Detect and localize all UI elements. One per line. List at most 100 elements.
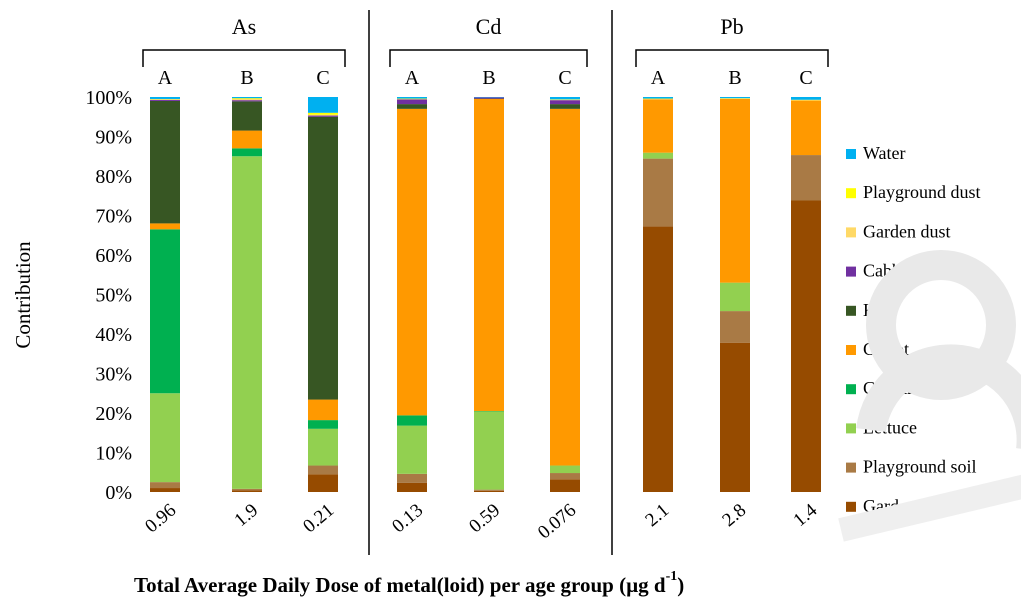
bar-segment-as-c-playground-dust bbox=[308, 112, 338, 115]
bar-segment-cd-c-cabbage bbox=[550, 100, 580, 105]
x-axis-title-close: ) bbox=[677, 573, 684, 597]
y-tick-label: 80% bbox=[95, 166, 132, 188]
legend-label-cilantro: Cilantro bbox=[863, 378, 922, 398]
x-tick-label-cd-c: 0.076 bbox=[534, 500, 580, 544]
bar-segment-as-a-playground-soil bbox=[150, 482, 180, 489]
group-label-pb-c: C bbox=[799, 67, 812, 89]
bracket-pb bbox=[635, 49, 829, 67]
bar-segment-cd-c-water bbox=[550, 97, 580, 100]
legend-swatch-cilantro bbox=[846, 384, 856, 395]
y-tick-label: 90% bbox=[95, 127, 132, 149]
x-tick-label-as-c: 0.21 bbox=[299, 500, 338, 537]
legend-swatch-cabbage bbox=[846, 266, 856, 277]
bar-segment-pb-b-playground-soil bbox=[720, 311, 750, 343]
bar-segment-cd-b-playground-soil bbox=[474, 489, 504, 491]
group-label-as-a: A bbox=[158, 67, 173, 89]
legend-label-garden-dust: Garden dust bbox=[863, 221, 950, 241]
bar-segment-as-b-carrot bbox=[232, 130, 262, 149]
bar-segment-as-b-playground-soil bbox=[232, 488, 262, 491]
bar-segment-as-c-cabbage bbox=[308, 115, 338, 117]
x-tick-label-pb-b: 2.8 bbox=[719, 500, 751, 531]
bracket-cd bbox=[389, 49, 588, 67]
bar-segment-cd-a-playground-soil bbox=[397, 473, 427, 483]
bar-segment-pb-a-garden-soil bbox=[643, 226, 673, 492]
x-tick-label-cd-b: 0.59 bbox=[465, 500, 504, 537]
bar-segment-as-c-garden-dust bbox=[308, 114, 338, 116]
bar-segment-pb-b-lettuce bbox=[720, 282, 750, 312]
bars bbox=[150, 97, 821, 493]
legend-label-garden-soil: Garden soil bbox=[863, 496, 946, 516]
x-axis-title: Total Average Daily Dose of metal(loid) … bbox=[134, 569, 684, 597]
legend-swatch-kale bbox=[846, 305, 856, 316]
bar-segment-pb-c-garden-soil bbox=[791, 200, 821, 493]
bar-segment-as-b-playground-dust bbox=[232, 98, 262, 99]
y-tick-label: 40% bbox=[95, 324, 132, 346]
bar-segment-as-a-cabbage bbox=[150, 99, 180, 101]
bar-segment-cd-c-lettuce bbox=[550, 465, 580, 474]
panel-title-cd: Cd bbox=[476, 14, 502, 39]
legend-swatch-garden-dust bbox=[846, 227, 856, 238]
bar-segment-cd-a-kale bbox=[397, 104, 427, 109]
bar-segment-pb-a-carrot bbox=[643, 99, 673, 153]
bar-segment-as-c-playground-soil bbox=[308, 465, 338, 475]
legend-swatch-carrot bbox=[846, 345, 856, 355]
y-axis: 0% 10% 20% 30% 40% 50% 60% 70% 80% 90% 100% bbox=[85, 87, 132, 504]
bar-segment-as-c-garden-soil bbox=[308, 474, 338, 492]
bar-segment-as-b-kale bbox=[232, 101, 262, 131]
panel-dividers bbox=[368, 10, 613, 555]
x-tick-label-as-b: 1.9 bbox=[231, 500, 263, 531]
y-tick-label: 50% bbox=[95, 285, 132, 307]
y-tick-label: 100% bbox=[85, 87, 132, 109]
bar-segment-pb-b-water bbox=[720, 97, 750, 99]
x-tick-labels: 0.96 1.9 0.21 0.13 0.59 0.076 2.1 2.8 1.4 bbox=[141, 499, 821, 543]
x-tick-label-as-a: 0.96 bbox=[141, 500, 180, 537]
group-label-pb-a: A bbox=[651, 67, 666, 89]
bar-segment-pb-b-garden-soil bbox=[720, 342, 750, 492]
bar-segment-cd-a-garden-soil bbox=[397, 482, 427, 492]
legend-label-playground-soil: Playground soil bbox=[863, 457, 977, 477]
bar-segment-as-b-lettuce bbox=[232, 156, 262, 489]
group-label-as-b: B bbox=[240, 67, 253, 89]
bar-segment-cd-b-lettuce bbox=[474, 411, 504, 490]
legend-swatch-playground-soil bbox=[846, 462, 856, 473]
panel-brackets: As A B C Cd A B C Pb A B C bbox=[142, 14, 829, 89]
bar-segment-as-b-garden-dust bbox=[232, 98, 262, 101]
legend-label-playground-dust: Playground dust bbox=[863, 182, 981, 202]
group-label-cd-a: A bbox=[405, 67, 420, 89]
bar-segment-as-a-kale bbox=[150, 100, 180, 224]
x-axis-title-superscript: -1 bbox=[666, 569, 678, 584]
x-tick-label-cd-a: 0.13 bbox=[388, 500, 427, 537]
bar-segment-cd-b-carrot bbox=[474, 98, 504, 412]
bar-segment-cd-b-cabbage bbox=[474, 97, 504, 99]
y-tick-label: 70% bbox=[95, 206, 132, 228]
group-label-cd-b: B bbox=[482, 67, 495, 89]
bar-segment-as-b-garden-soil bbox=[232, 490, 262, 492]
group-label-pb-b: B bbox=[728, 67, 741, 89]
bar-segment-pb-a-water bbox=[643, 97, 673, 99]
bar-segment-cd-c-playground-soil bbox=[550, 473, 580, 480]
bar-segment-as-a-water bbox=[150, 97, 180, 99]
bar-segment-cd-a-cabbage bbox=[397, 99, 427, 105]
y-axis-title: Contribution bbox=[11, 241, 35, 349]
legend-label-carrot: Carrot bbox=[863, 339, 909, 359]
legend-label-cabbage: Cabbage bbox=[863, 261, 926, 281]
bar-segment-as-a-garden-soil bbox=[150, 488, 180, 492]
bar-segment-as-c-cilantro bbox=[308, 420, 338, 429]
bar-segment-cd-a-water bbox=[397, 97, 427, 99]
bar-segment-as-c-kale bbox=[308, 116, 338, 400]
y-tick-label: 30% bbox=[95, 364, 132, 386]
legend-swatch-lettuce bbox=[846, 423, 856, 434]
bar-segment-as-c-carrot bbox=[308, 399, 338, 421]
group-label-cd-c: C bbox=[558, 67, 571, 89]
bar-segment-as-b-cilantro bbox=[232, 148, 262, 157]
bar-segment-cd-b-garden-soil bbox=[474, 490, 504, 492]
bar-segment-pb-a-lettuce bbox=[643, 152, 673, 159]
bar-segment-as-c-lettuce bbox=[308, 428, 338, 466]
group-label-as-c: C bbox=[316, 67, 329, 89]
y-tick-label: 0% bbox=[105, 482, 132, 504]
legend-swatch-water bbox=[846, 149, 856, 159]
x-axis-title-main: Total Average Daily Dose of metal(loid) … bbox=[134, 573, 666, 597]
bar-segment-pb-b-carrot bbox=[720, 98, 750, 283]
legend-label-kale: Kale bbox=[863, 300, 897, 320]
